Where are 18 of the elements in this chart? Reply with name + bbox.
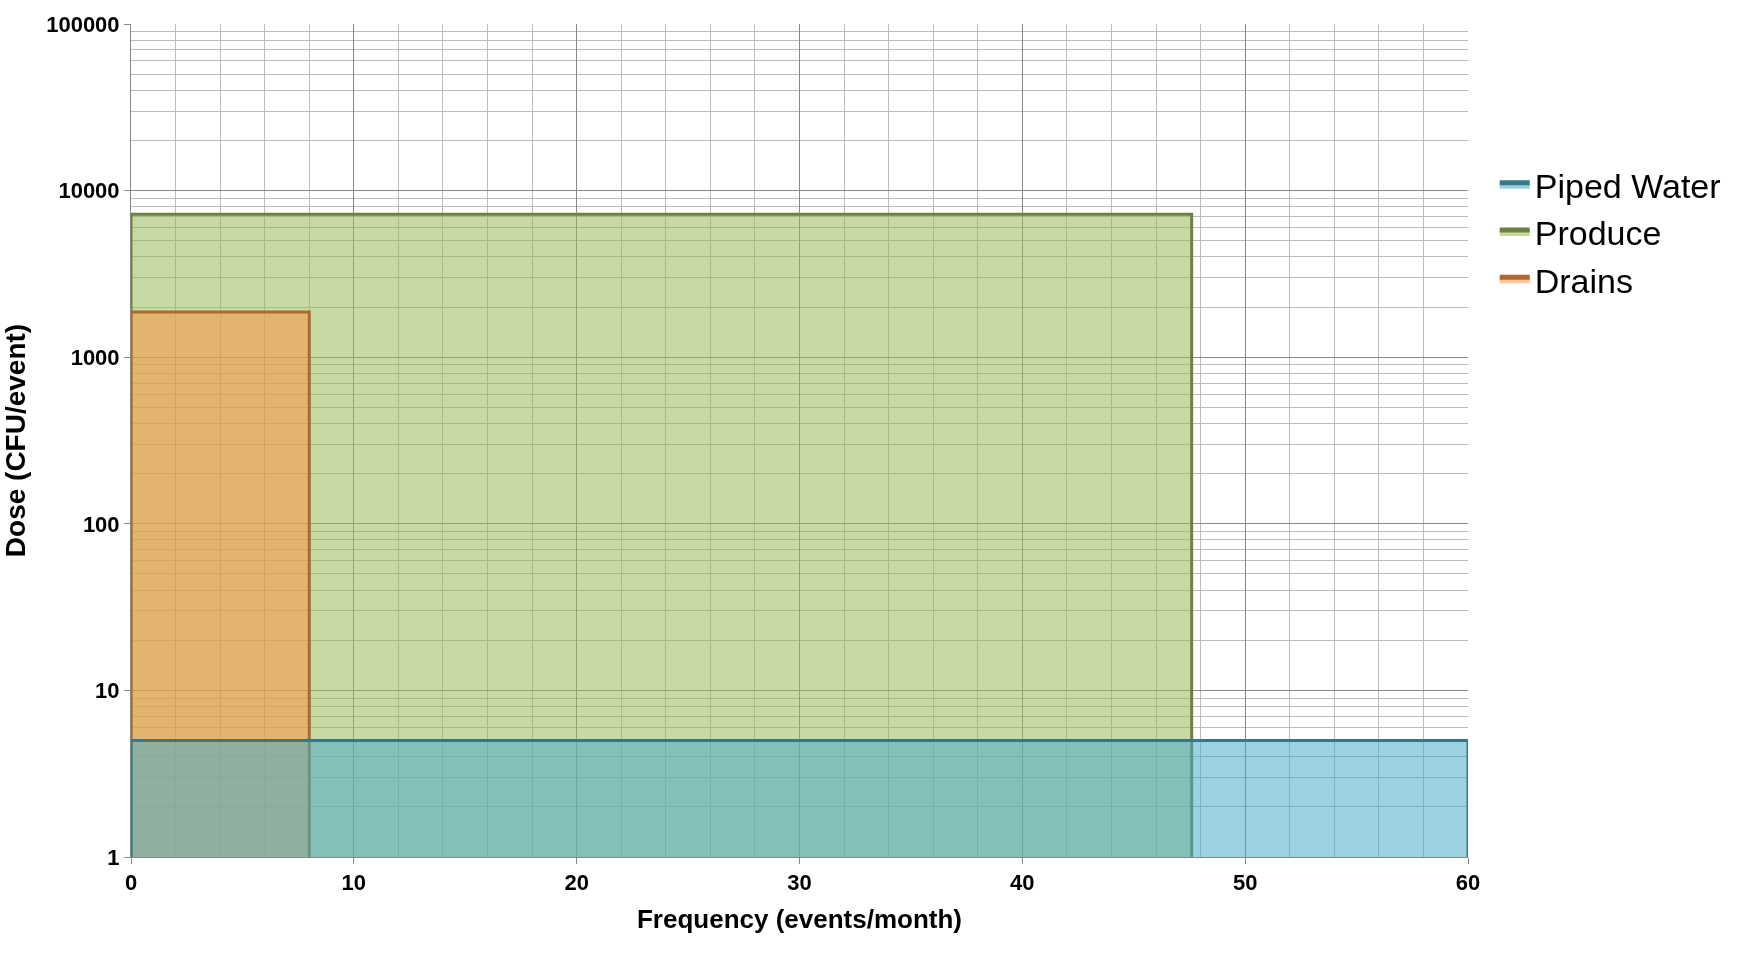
y-tick-label: 10000 [58, 178, 120, 204]
y-tick-label: 100000 [46, 11, 120, 37]
x-tick-label: 40 [1010, 870, 1035, 896]
y-axis-title: Dose (CFU/event) [0, 323, 31, 558]
x-tick-label: 60 [1455, 870, 1481, 896]
y-tick-label: 10 [95, 678, 120, 704]
x-tick-label: 50 [1232, 870, 1258, 896]
x-tick-label: 0 [124, 870, 138, 896]
y-tick-label: 1000 [70, 344, 120, 370]
legend-label: Drains [1534, 261, 1633, 300]
y-tick-label: 1 [107, 844, 120, 870]
x-axis-title: Frequency (events/month) [636, 904, 963, 935]
x-tick-label: 30 [787, 870, 812, 896]
y-tick-label: 100 [82, 511, 120, 537]
legend-label: Piped Water [1534, 167, 1721, 206]
x-tick-label: 10 [341, 870, 367, 896]
legend-label: Produce [1534, 214, 1662, 253]
x-tick-label: 20 [564, 870, 589, 896]
